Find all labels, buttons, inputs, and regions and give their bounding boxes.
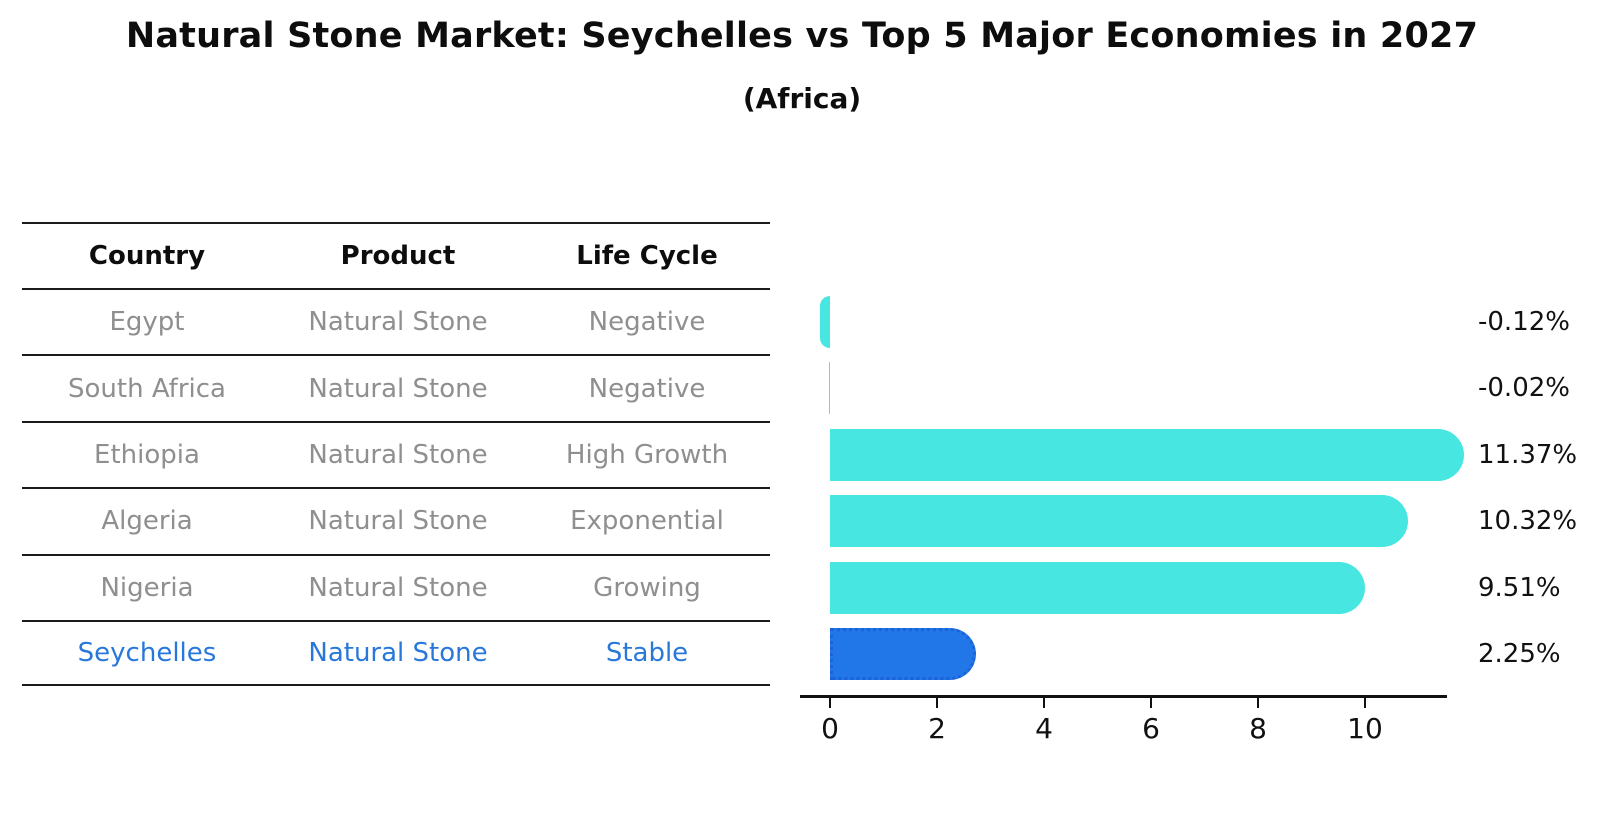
header-cell-life-cycle: Life Cycle — [576, 241, 718, 271]
cell-life-cycle: Negative — [588, 307, 706, 338]
table-row: South Africa Natural Stone Negative — [22, 354, 770, 420]
header-cell-product: Product — [340, 241, 456, 271]
cell-country: Nigeria — [100, 572, 194, 603]
bar-algeria — [830, 495, 1409, 548]
cell-product: Natural Stone — [308, 307, 488, 338]
x-tick — [1257, 697, 1259, 708]
cell-country: Algeria — [101, 506, 193, 537]
value-label: -0.02% — [1478, 373, 1570, 404]
x-tick-label: 8 — [1249, 712, 1267, 745]
value-label: 11.37% — [1478, 439, 1578, 470]
cell-country: Ethiopia — [94, 439, 200, 470]
cell-life-cycle: High Growth — [565, 439, 729, 470]
x-axis-line — [800, 695, 1447, 698]
bar-ethiopia — [830, 428, 1465, 481]
page-title: Natural Stone Market: Seychelles vs Top … — [125, 16, 1479, 56]
x-tick-label: 6 — [1142, 712, 1160, 745]
table-row: Nigeria Natural Stone Growing — [22, 553, 770, 620]
cell-life-cycle: Growing — [593, 572, 701, 603]
bar-egypt — [819, 296, 830, 348]
value-label: -0.12% — [1478, 307, 1570, 337]
cell-country: Seychelles — [77, 638, 217, 669]
header-cell-country: Country — [88, 241, 206, 271]
value-label: 10.32% — [1478, 506, 1578, 537]
page-subtitle: (Africa) — [742, 82, 862, 115]
table-row: Algeria Natural Stone Exponential — [22, 487, 770, 553]
value-label: 2.25% — [1478, 639, 1561, 669]
cell-life-cycle: Stable — [605, 638, 689, 669]
bar-south-africa — [828, 362, 830, 415]
cell-product: Natural Stone — [308, 439, 488, 470]
table-row: Egypt Natural Stone Negative — [22, 288, 770, 354]
table-row-highlighted: Seychelles Natural Stone Stable — [22, 619, 770, 687]
x-tick — [1043, 697, 1045, 708]
cell-life-cycle: Exponential — [570, 506, 724, 537]
x-tick — [936, 697, 938, 708]
x-tick-label: 10 — [1347, 712, 1383, 745]
data-table: Country Product Life Cycle Egypt Natural… — [22, 222, 770, 687]
cell-country: South Africa — [68, 373, 226, 404]
x-tick — [829, 697, 831, 708]
value-label: 9.51% — [1478, 572, 1561, 603]
cell-product: Natural Stone — [308, 373, 488, 404]
x-tick — [1364, 697, 1366, 708]
cell-country: Egypt — [109, 307, 185, 338]
cell-product: Natural Stone — [308, 506, 488, 537]
cell-life-cycle: Negative — [588, 373, 706, 404]
bar-seychelles-highlight — [830, 628, 977, 680]
table-row: Ethiopia Natural Stone High Growth — [22, 420, 770, 487]
x-tick-label: 2 — [928, 712, 946, 745]
x-tick-label: 0 — [821, 712, 839, 745]
cell-product: Natural Stone — [308, 572, 488, 603]
bar-nigeria — [830, 561, 1365, 614]
x-tick-label: 4 — [1035, 712, 1053, 745]
cell-product: Natural Stone — [308, 638, 488, 669]
x-tick — [1150, 697, 1152, 708]
table-header-row: Country Product Life Cycle — [22, 222, 770, 288]
